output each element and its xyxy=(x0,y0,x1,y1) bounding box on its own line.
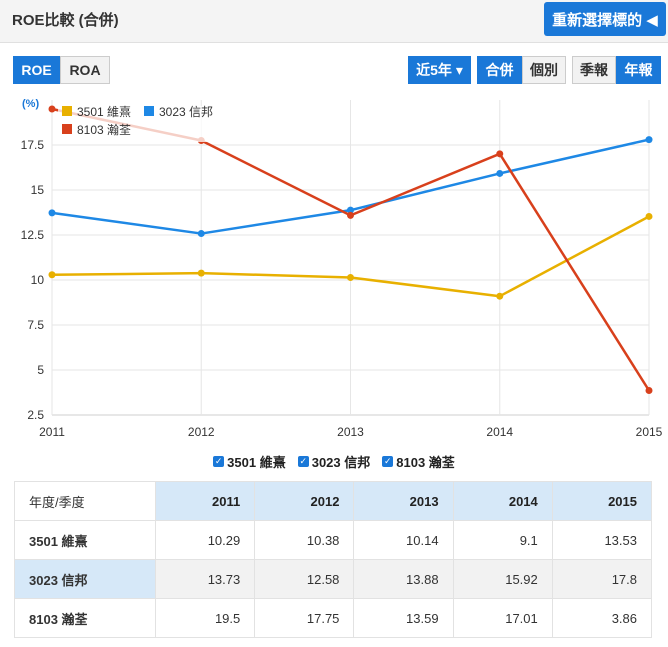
x-tick-labels: 2011 2012 2013 2014 2015 xyxy=(39,425,663,439)
y-tick-label: 5 xyxy=(37,363,44,377)
chart-grid xyxy=(51,100,650,416)
legend-label: 3023 信邦 xyxy=(159,105,213,119)
data-point xyxy=(48,105,56,113)
table-cell: 19.5 xyxy=(155,598,256,638)
data-point xyxy=(496,150,504,158)
data-point xyxy=(347,211,354,219)
table-row: 3023 信邦 13.73 12.58 13.88 15.92 17.8 xyxy=(13,559,653,599)
x-tick-label: 2014 xyxy=(486,425,513,439)
row-label: 8103 瀚荃 xyxy=(13,598,157,638)
y-tick-label: 17.5 xyxy=(21,138,45,152)
data-point xyxy=(197,230,205,238)
y-tick-label: 15 xyxy=(31,183,45,197)
y-tick-label: 12.5 xyxy=(21,228,45,242)
checkbox-icon: ✓ xyxy=(213,456,225,467)
x-tick-label: 2015 xyxy=(636,425,663,439)
page-title: ROE比較 (合併) xyxy=(12,12,119,29)
table-cell: 17.01 xyxy=(452,598,553,638)
metric-tabs: ROE ROA xyxy=(13,56,110,84)
tab-individual[interactable]: 個別 xyxy=(522,56,566,84)
roe-table: 年度/季度 2011 2012 2013 2014 2015 3501 維熹 1… xyxy=(13,481,653,638)
y-tick-label: 2.5 xyxy=(27,408,44,422)
option-tabs: 近5年 ▾ 合併 個別 季報 年報 xyxy=(408,56,661,84)
legend-swatch xyxy=(62,124,72,134)
col-header: 2011 xyxy=(155,481,256,521)
data-point xyxy=(48,209,56,217)
data-point xyxy=(48,271,56,279)
table-cell: 17.8 xyxy=(551,559,653,599)
table-cell: 13.59 xyxy=(353,598,454,638)
x-tick-label: 2013 xyxy=(337,425,364,439)
tab-quarterly[interactable]: 季報 xyxy=(572,56,616,84)
table-cell: 10.29 xyxy=(155,520,256,560)
checkbox-icon: ✓ xyxy=(297,456,309,467)
legend-toggle-8103[interactable]: ✓ 8103 瀚荃 xyxy=(382,455,455,470)
legend-label: 8103 瀚荃 xyxy=(77,122,131,137)
y-tick-labels: 2.5 5 7.5 10 12.5 15 17.5 xyxy=(21,138,45,422)
data-point xyxy=(645,136,653,144)
table-cell: 13.73 xyxy=(155,559,256,599)
data-point xyxy=(347,206,354,214)
y-axis-label: (%) xyxy=(22,98,39,110)
legend-toggle-3023[interactable]: ✓ 3023 信邦 xyxy=(297,455,371,470)
col-header: 2013 xyxy=(353,481,454,521)
table-cell: 13.88 xyxy=(353,559,454,599)
x-tick-label: 2011 xyxy=(39,425,65,439)
y-tick-label: 10 xyxy=(31,273,45,287)
data-point xyxy=(347,273,354,281)
tab-roe[interactable]: ROE xyxy=(13,56,60,84)
tab-consolidated[interactable]: 合併 xyxy=(477,56,522,84)
table-cell: 12.58 xyxy=(254,559,355,599)
data-point xyxy=(645,387,653,395)
reselect-button[interactable]: 重新選擇標的 ◀ xyxy=(544,2,666,36)
data-point xyxy=(197,269,205,277)
header-bar: ROE比較 (合併) 重新選擇標的 ◀ xyxy=(0,0,668,43)
tab-roa[interactable]: ROA xyxy=(60,56,110,84)
roe-line-chart: 2.5 5 7.5 10 12.5 15 17.5 2011 2012 2013 2014 2015… xyxy=(21,98,663,439)
table-cell: 3.86 xyxy=(551,598,653,638)
row-label: 3023 信邦 xyxy=(13,559,157,599)
x-tick-label: 2012 xyxy=(188,425,215,439)
row-label: 3501 維熹 xyxy=(13,520,157,560)
tab-annual[interactable]: 年報 xyxy=(616,56,661,84)
checkbox-icon: ✓ xyxy=(382,456,394,467)
table-cell: 13.53 xyxy=(551,520,653,560)
legend-swatch xyxy=(62,106,72,116)
table-row: 3501 維熹 10.29 10.38 10.14 9.1 13.53 xyxy=(13,520,653,560)
y-tick-label: 7.5 xyxy=(27,318,44,332)
chart-legend: 3501 維熹 3023 信邦 8103 瀚荃 xyxy=(58,104,220,142)
data-point xyxy=(645,212,653,220)
legend-label: 3501 維熹 xyxy=(77,104,131,119)
col-header: 2015 xyxy=(551,481,653,521)
table-cell: 17.75 xyxy=(254,598,355,638)
col-header: 2012 xyxy=(254,481,355,521)
period-dropdown[interactable]: 近5年 ▾ xyxy=(408,56,471,84)
bottom-legend: ✓ 3501 維熹 ✓ 3023 信邦 ✓ 8103 瀚荃 xyxy=(0,452,668,471)
table-cell: 9.1 xyxy=(452,520,553,560)
legend-background xyxy=(58,106,220,142)
table-row: 8103 瀚荃 19.5 17.75 13.59 17.01 3.86 xyxy=(13,598,653,638)
table-cell: 10.14 xyxy=(353,520,454,560)
legend-swatch xyxy=(144,106,154,116)
data-point xyxy=(496,169,504,177)
data-point xyxy=(496,292,504,300)
table-cell: 10.38 xyxy=(254,520,355,560)
legend-toggle-3501[interactable]: ✓ 3501 維熹 xyxy=(213,455,286,470)
table-header-row: 年度/季度 2011 2012 2013 2014 2015 xyxy=(13,481,653,521)
col-header: 2014 xyxy=(452,481,553,521)
table-cell: 15.92 xyxy=(452,559,553,599)
table-corner: 年度/季度 xyxy=(13,481,157,521)
